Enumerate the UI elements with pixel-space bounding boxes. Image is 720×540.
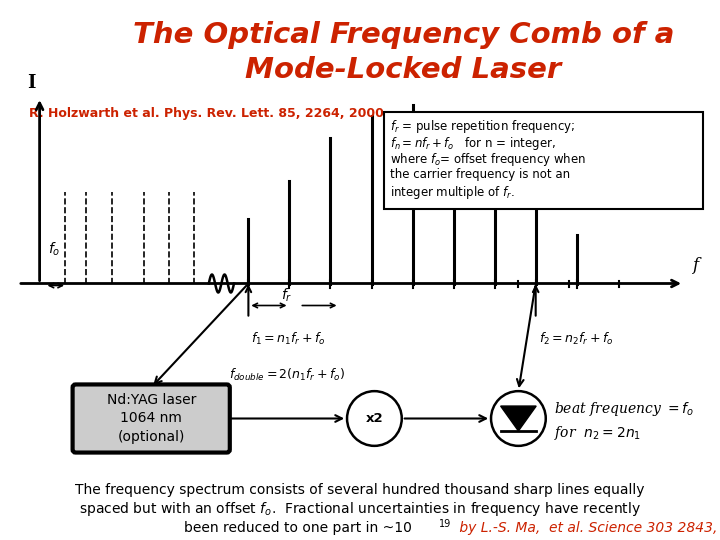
Text: spaced but with an offset $f_o$.  Fractional uncertainties in frequency have rec: spaced but with an offset $f_o$. Fractio… bbox=[79, 500, 641, 518]
Text: Nd:YAG laser
1064 nm
(optional): Nd:YAG laser 1064 nm (optional) bbox=[107, 393, 196, 444]
Text: 19: 19 bbox=[438, 519, 451, 529]
FancyBboxPatch shape bbox=[73, 384, 230, 453]
Text: x2: x2 bbox=[366, 412, 383, 425]
Text: beat frequency $= f_o$: beat frequency $= f_o$ bbox=[554, 400, 693, 417]
Text: been reduced to one part in ~10: been reduced to one part in ~10 bbox=[184, 521, 411, 535]
Text: $f_r$: $f_r$ bbox=[282, 286, 292, 303]
Text: by L.-S. Ma,  et al. Science 303 2843, 2004.: by L.-S. Ma, et al. Science 303 2843, 20… bbox=[455, 521, 720, 535]
Text: $f_1=n_1f_r+f_o$: $f_1=n_1f_r+f_o$ bbox=[251, 330, 326, 347]
Text: R. Holzwarth et al. Phys. Rev. Lett. 85, 2264, 2000: R. Holzwarth et al. Phys. Rev. Lett. 85,… bbox=[29, 107, 384, 120]
Text: the carrier frequency is not an: the carrier frequency is not an bbox=[390, 168, 570, 181]
Text: $f_o$: $f_o$ bbox=[48, 241, 60, 259]
Text: $f_n = nf_r + f_o$   for n = integer,: $f_n = nf_r + f_o$ for n = integer, bbox=[390, 135, 556, 152]
Text: $f_2=n_2f_r+f_o$: $f_2=n_2f_r+f_o$ bbox=[539, 330, 613, 347]
Text: $f_r$ = pulse repetition frequency;: $f_r$ = pulse repetition frequency; bbox=[390, 118, 575, 136]
Text: The Optical Frequency Comb of a: The Optical Frequency Comb of a bbox=[132, 21, 674, 49]
Circle shape bbox=[491, 391, 546, 446]
Text: $f_{double}=2(n_1f_r+f_o)$: $f_{double}=2(n_1f_r+f_o)$ bbox=[229, 367, 345, 383]
Text: integer multiple of $f_r$.: integer multiple of $f_r$. bbox=[390, 184, 515, 201]
Text: I: I bbox=[27, 74, 36, 92]
Text: The frequency spectrum consists of several hundred thousand sharp lines equally: The frequency spectrum consists of sever… bbox=[76, 483, 644, 497]
FancyBboxPatch shape bbox=[384, 112, 703, 209]
Circle shape bbox=[347, 391, 402, 446]
Polygon shape bbox=[500, 406, 536, 431]
Text: Mode-Locked Laser: Mode-Locked Laser bbox=[245, 56, 562, 84]
Text: for  $n_2 = 2n_1$: for $n_2 = 2n_1$ bbox=[554, 423, 641, 442]
Text: f: f bbox=[692, 257, 698, 274]
Text: where $f_o$= offset frequency when: where $f_o$= offset frequency when bbox=[390, 151, 586, 168]
